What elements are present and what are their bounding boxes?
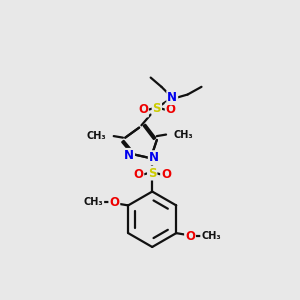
Text: N: N [149,151,159,164]
Text: O: O [138,103,148,116]
Text: CH₃: CH₃ [201,231,221,241]
Text: S: S [153,102,161,115]
Text: CH₃: CH₃ [86,131,106,141]
Text: N: N [124,149,134,162]
Text: CH₃: CH₃ [174,130,194,140]
Text: O: O [109,196,119,209]
Text: O: O [161,168,171,181]
Text: S: S [148,167,157,180]
Text: CH₃: CH₃ [84,197,103,207]
Text: O: O [134,168,143,181]
Text: O: O [185,230,195,243]
Text: O: O [166,103,176,116]
Text: N: N [167,91,177,104]
